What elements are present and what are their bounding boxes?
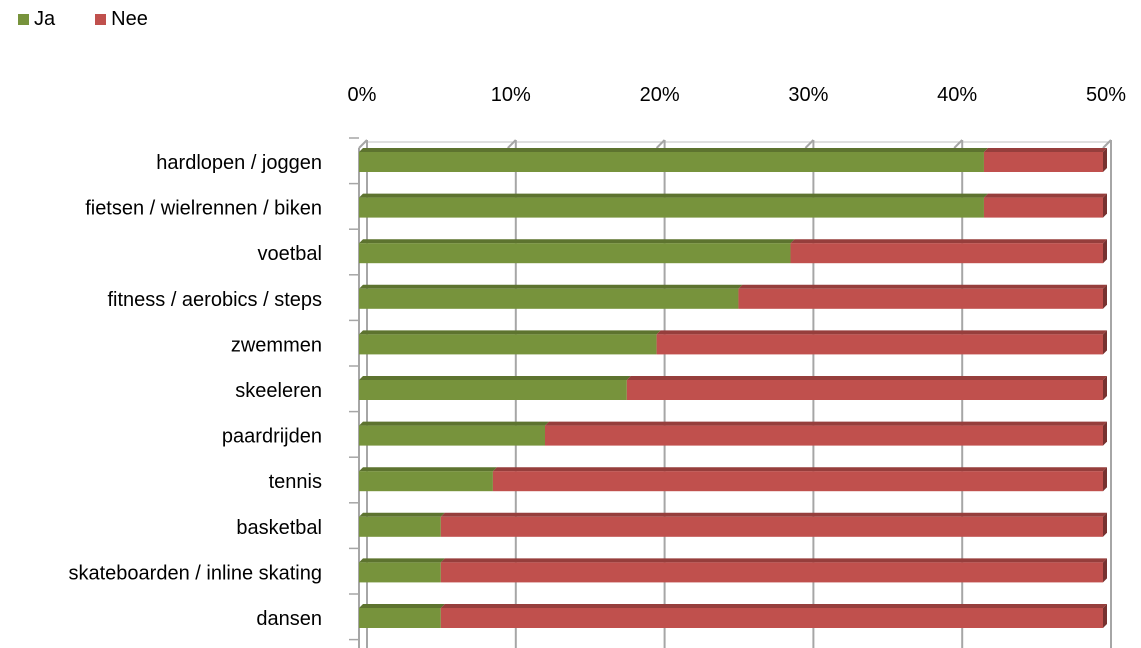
legend-item-ja: Ja	[18, 8, 55, 31]
bar-ja	[359, 197, 984, 218]
legend-item-nee: Nee	[95, 8, 148, 31]
bar-side	[1103, 421, 1107, 446]
bar-ja	[359, 334, 657, 355]
bar-top-nee	[738, 284, 1107, 289]
bar-side	[1103, 604, 1107, 628]
bar-nee	[440, 516, 1104, 537]
category-label: fietsen / wielrennen / biken	[85, 198, 322, 220]
x-tick-label: 30%	[788, 84, 828, 106]
x-tick-label: 20%	[640, 84, 680, 106]
category-label: fitness / aerobics / steps	[107, 289, 322, 311]
bar-top-ja	[359, 512, 445, 517]
bar-side	[1103, 330, 1107, 355]
bar-ja	[359, 243, 791, 264]
bar-top-ja	[359, 604, 445, 608]
bar-nee	[440, 562, 1104, 583]
bar-side	[1103, 148, 1107, 172]
x-tick-label: 0%	[348, 84, 377, 106]
bar-top-ja	[359, 330, 661, 335]
category-label: voetbal	[258, 243, 323, 265]
bar-side	[1103, 284, 1107, 309]
bar-top-ja	[359, 421, 549, 426]
bar-top-ja	[359, 239, 795, 244]
gridline-slant	[804, 139, 815, 149]
legend-swatch-nee	[95, 14, 107, 25]
legend: Ja Nee	[18, 8, 148, 31]
x-tick-label: 50%	[1086, 84, 1126, 106]
bar-ja	[359, 380, 627, 400]
bar-ja	[359, 471, 493, 492]
legend-swatch-ja	[18, 14, 29, 25]
bar-side	[1103, 467, 1107, 492]
bar-top-ja	[359, 193, 988, 198]
bar-side	[1103, 239, 1107, 264]
bar-nee	[440, 608, 1104, 628]
bar-ja	[359, 288, 739, 309]
gridline-slant	[1102, 139, 1112, 149]
category-label: basketbal	[236, 517, 322, 539]
bar-nee	[656, 334, 1103, 355]
bar-ja	[359, 562, 441, 583]
bar-nee	[545, 425, 1103, 446]
category-label: dansen	[256, 608, 322, 630]
category-label: hardlopen / joggen	[156, 152, 322, 174]
category-label: paardrijden	[222, 426, 322, 448]
bar-ja	[359, 425, 545, 446]
bar-side	[1103, 193, 1107, 218]
bar-top-ja	[359, 467, 497, 472]
bar-top-nee	[983, 148, 1107, 152]
gridline-slant	[953, 139, 963, 149]
bar-nee	[790, 243, 1103, 264]
bar-side	[1103, 376, 1107, 400]
bar-nee	[626, 380, 1103, 400]
gridline-slant	[507, 139, 517, 149]
bar-top-nee	[492, 467, 1107, 472]
category-label: zwemmen	[231, 334, 322, 356]
x-tick-label: 10%	[491, 84, 531, 106]
bar-top-nee	[983, 193, 1107, 198]
bar-side	[1103, 512, 1107, 537]
bar-top-nee	[626, 376, 1107, 380]
bar-top-nee	[440, 604, 1108, 608]
bar-top-nee	[545, 421, 1107, 426]
gridline-slant	[655, 139, 666, 149]
bar-nee	[492, 471, 1103, 492]
bar-side	[1103, 558, 1107, 583]
bar-nee	[983, 152, 1103, 172]
legend-label-ja: Ja	[34, 8, 56, 30]
bar-ja	[359, 516, 441, 537]
category-label: tennis	[269, 471, 322, 493]
x-tick-label: 40%	[937, 84, 977, 106]
bar-top-nee	[656, 330, 1107, 335]
bar-top-ja	[359, 376, 631, 380]
legend-label-nee: Nee	[111, 8, 148, 30]
bar-top-ja	[359, 284, 743, 289]
bar-nee	[738, 288, 1103, 309]
gridline-slant	[358, 139, 368, 149]
bar-top-nee	[440, 558, 1108, 563]
category-label: skateboarden / inline skating	[69, 562, 323, 584]
bar-top-ja	[359, 148, 988, 152]
category-label: skeeleren	[235, 380, 322, 402]
bar-top-nee	[440, 512, 1108, 517]
bar-ja	[359, 152, 984, 172]
bar-nee	[983, 197, 1103, 218]
bar-top-ja	[359, 558, 445, 563]
bar-top-nee	[790, 239, 1107, 244]
bar-ja	[359, 608, 441, 628]
